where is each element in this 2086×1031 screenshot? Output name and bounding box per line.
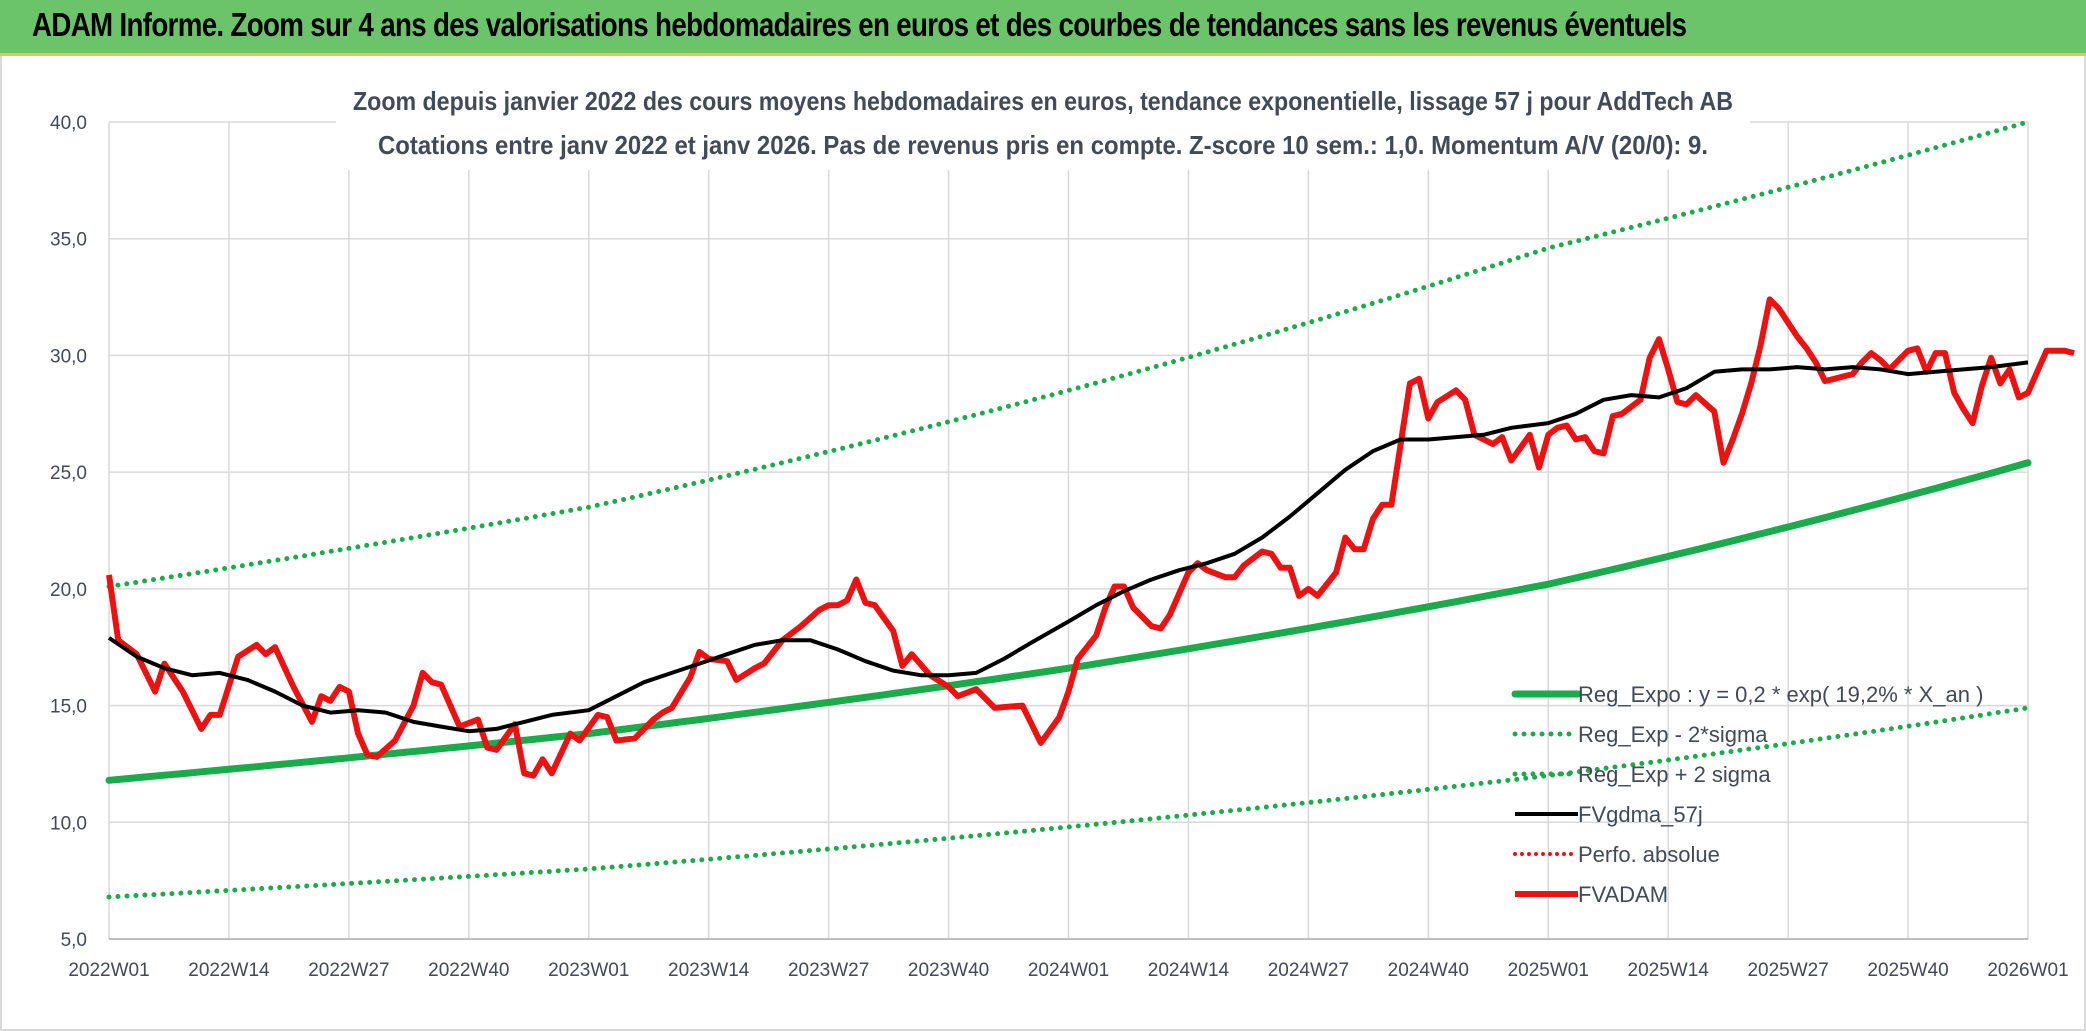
y-tick-label: 5,0: [61, 930, 87, 951]
y-tick-label: 40,0: [50, 113, 87, 134]
series-line-1: [106, 705, 2031, 900]
x-tick-label: 2024W40: [1388, 960, 1469, 981]
legend-label: Reg_Expo : y = 0,2 * exp( 19,2% * X_an ): [1578, 682, 1983, 707]
x-tick-label: 2023W40: [908, 960, 989, 981]
x-tick-label: 2022W01: [68, 960, 149, 981]
x-tick-label: 2025W14: [1628, 960, 1710, 981]
legend-label: Perfo. absolue: [1578, 842, 1720, 867]
y-axis-labels: 5,0 10,0 15,0 20,0 25,0 30,0 35,0 40,0: [50, 113, 87, 951]
legend: Reg_Expo : y = 0,2 * exp( 19,2% * X_an )…: [1511, 682, 1983, 907]
x-tick-label: 2025W01: [1508, 960, 1589, 981]
series-line-3: [107, 360, 2029, 734]
x-tick-label: 2022W40: [428, 960, 509, 981]
x-tick-label: 2024W14: [1148, 960, 1230, 981]
x-axis-labels: 2022W01 2022W14 2022W27 2022W40 2023W01 2023W…: [68, 960, 2068, 981]
x-tick-label: 2025W40: [1867, 960, 1948, 981]
report-title: ADAM Informe. Zoom sur 4 ans des valoris…: [32, 6, 1687, 43]
x-tick-label: 2022W14: [188, 960, 270, 981]
title-background: [336, 78, 1750, 170]
x-tick-label: 2026W01: [1987, 960, 2068, 981]
header-bar: ADAM Informe. Zoom sur 4 ans des valoris…: [0, 0, 2086, 56]
x-tick-label: 2023W14: [668, 960, 750, 981]
legend-label: FVADAM: [1578, 882, 1668, 907]
series-line-5: [106, 296, 2075, 779]
y-tick-label: 15,0: [50, 697, 87, 718]
chart-subtitle: Cotations entre janv 2022 et janv 2026. …: [378, 130, 1708, 160]
y-tick-label: 35,0: [50, 230, 87, 251]
x-tick-label: 2022W27: [308, 960, 389, 981]
x-tick-label: 2023W27: [788, 960, 869, 981]
legend-label: FVgdma_57j: [1578, 802, 1703, 827]
legend-label: Reg_Exp - 2*sigma: [1578, 722, 1768, 747]
legend-label: Reg_Exp + 2 sigma: [1578, 762, 1771, 787]
x-tick-label: 2024W27: [1268, 960, 1349, 981]
y-tick-label: 20,0: [50, 580, 87, 601]
series-layer: [105, 119, 2075, 900]
x-tick-label: 2023W01: [548, 960, 629, 981]
series-line-0: [105, 459, 2032, 784]
series-line-2: [106, 119, 2031, 589]
chart-title: Zoom depuis janvier 2022 des cours moyen…: [353, 86, 1733, 116]
y-tick-label: 25,0: [50, 463, 87, 484]
x-tick-label: 2024W01: [1028, 960, 1109, 981]
y-tick-label: 30,0: [50, 346, 87, 367]
y-tick-label: 10,0: [50, 813, 87, 834]
x-tick-label: 2025W27: [1747, 960, 1828, 981]
grid-lines: [108, 121, 2029, 940]
